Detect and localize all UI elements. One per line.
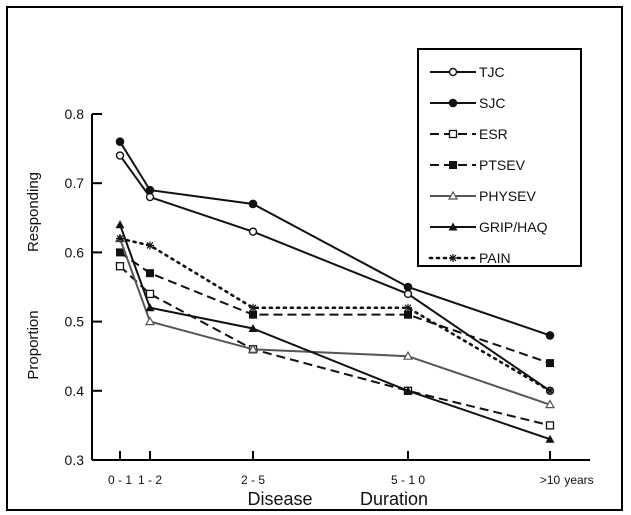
legend-label: PHYSEV [479,188,536,204]
line-chart: 0.3 0.4 0.5 0.6 0.7 0.8 0 - 1 1 - 2 2 - 5 5 - 1 … [25,48,594,509]
data-point-marker [545,434,555,443]
data-point-marker [248,324,258,333]
x-tick-label: 2 - 5 [241,473,265,487]
y-ticks: 0.3 0.4 0.5 0.6 0.7 0.8 [65,106,102,468]
data-point-marker [146,241,154,250]
data-point-marker [402,350,414,360]
data-point-marker [145,192,155,202]
data-point-marker [449,161,457,169]
legend-item: GRIP/HAQ [430,219,548,235]
x-unit-label: years [564,473,593,487]
data-point-marker [544,399,556,409]
data-point-marker [115,262,125,271]
x-tick-label: 0 - 1 [108,473,132,487]
data-point-marker [115,137,125,146]
data-point-marker [404,310,412,319]
legend-label: TJC [479,64,505,80]
data-point-marker [448,129,458,139]
legend-label: PAIN [479,250,511,266]
x-tick-label: 5 - 1 0 [391,473,425,487]
data-point-marker [403,289,413,299]
data-point-marker [248,227,258,236]
data-point-marker [145,185,155,195]
legend-label: PTSEV [479,157,526,173]
data-point-marker [145,289,155,299]
legend-box [417,48,582,267]
data-point-marker [249,310,257,319]
chart-frame: 0.3 0.4 0.5 0.6 0.7 0.8 0 - 1 1 - 2 2 - 5 5 - 1 … [6,6,623,511]
data-point-marker [404,303,412,312]
series-ptsev [116,248,554,368]
legend-label: GRIP/HAQ [479,219,548,235]
series-sjc [115,137,555,340]
series-pain [116,234,554,395]
x-axis-label-part: Disease [247,489,312,509]
y-tick-label: 0.7 [65,175,85,191]
data-point-marker [115,220,125,229]
x-ticks: 0 - 1 1 - 2 2 - 5 5 - 1 0 >10 [108,451,561,487]
data-point-marker [448,222,458,231]
y-tick-label: 0.5 [65,314,85,330]
x-axis-label-part: Duration [360,489,428,509]
data-point-marker [146,269,154,278]
data-point-marker [546,386,554,395]
legend-item: PAIN [428,250,511,266]
y-tick-label: 0.3 [65,452,85,468]
legend-label: ESR [479,126,508,142]
data-point-marker [116,248,124,257]
series-grip-haq [115,220,555,443]
data-point-marker [447,190,459,200]
data-point-marker [115,151,125,160]
legend-item: ESR [430,126,508,142]
data-point-marker [249,303,257,312]
series-physev [114,233,556,409]
data-point-marker [403,282,413,292]
data-point-marker [448,67,458,77]
y-tick-label: 0.8 [65,106,85,122]
y-axis-label-part: Proportion [25,310,42,379]
data-point-marker [403,386,413,395]
data-point-marker [248,199,258,209]
series-lines [114,137,556,443]
data-point-marker [545,331,555,340]
data-point-marker [546,359,554,368]
data-point-marker [449,254,457,262]
y-axis-label-part: Responding [25,172,42,252]
data-point-marker [145,303,155,312]
legend-item: TJC [430,64,505,80]
legend: TJC SJC ESR PTSEV PHYSEV GRIP/HAQ PAIN [417,48,582,267]
legend-item: PHYSEV [430,188,536,204]
y-tick-label: 0.4 [65,383,85,399]
x-tick-label: >10 [540,473,561,487]
legend-item: SJC [430,95,505,111]
series-esr [115,262,555,430]
x-tick-label: 1 - 2 [138,473,162,487]
y-tick-label: 0.6 [65,244,85,260]
axes [91,114,590,461]
series-line [118,237,552,393]
legend-label: SJC [479,95,505,111]
data-point-marker [545,421,555,430]
legend-item: PTSEV [430,157,526,173]
data-point-marker [144,316,156,326]
data-point-marker [116,234,124,243]
data-point-marker [448,98,458,108]
data-point-marker [247,344,259,353]
